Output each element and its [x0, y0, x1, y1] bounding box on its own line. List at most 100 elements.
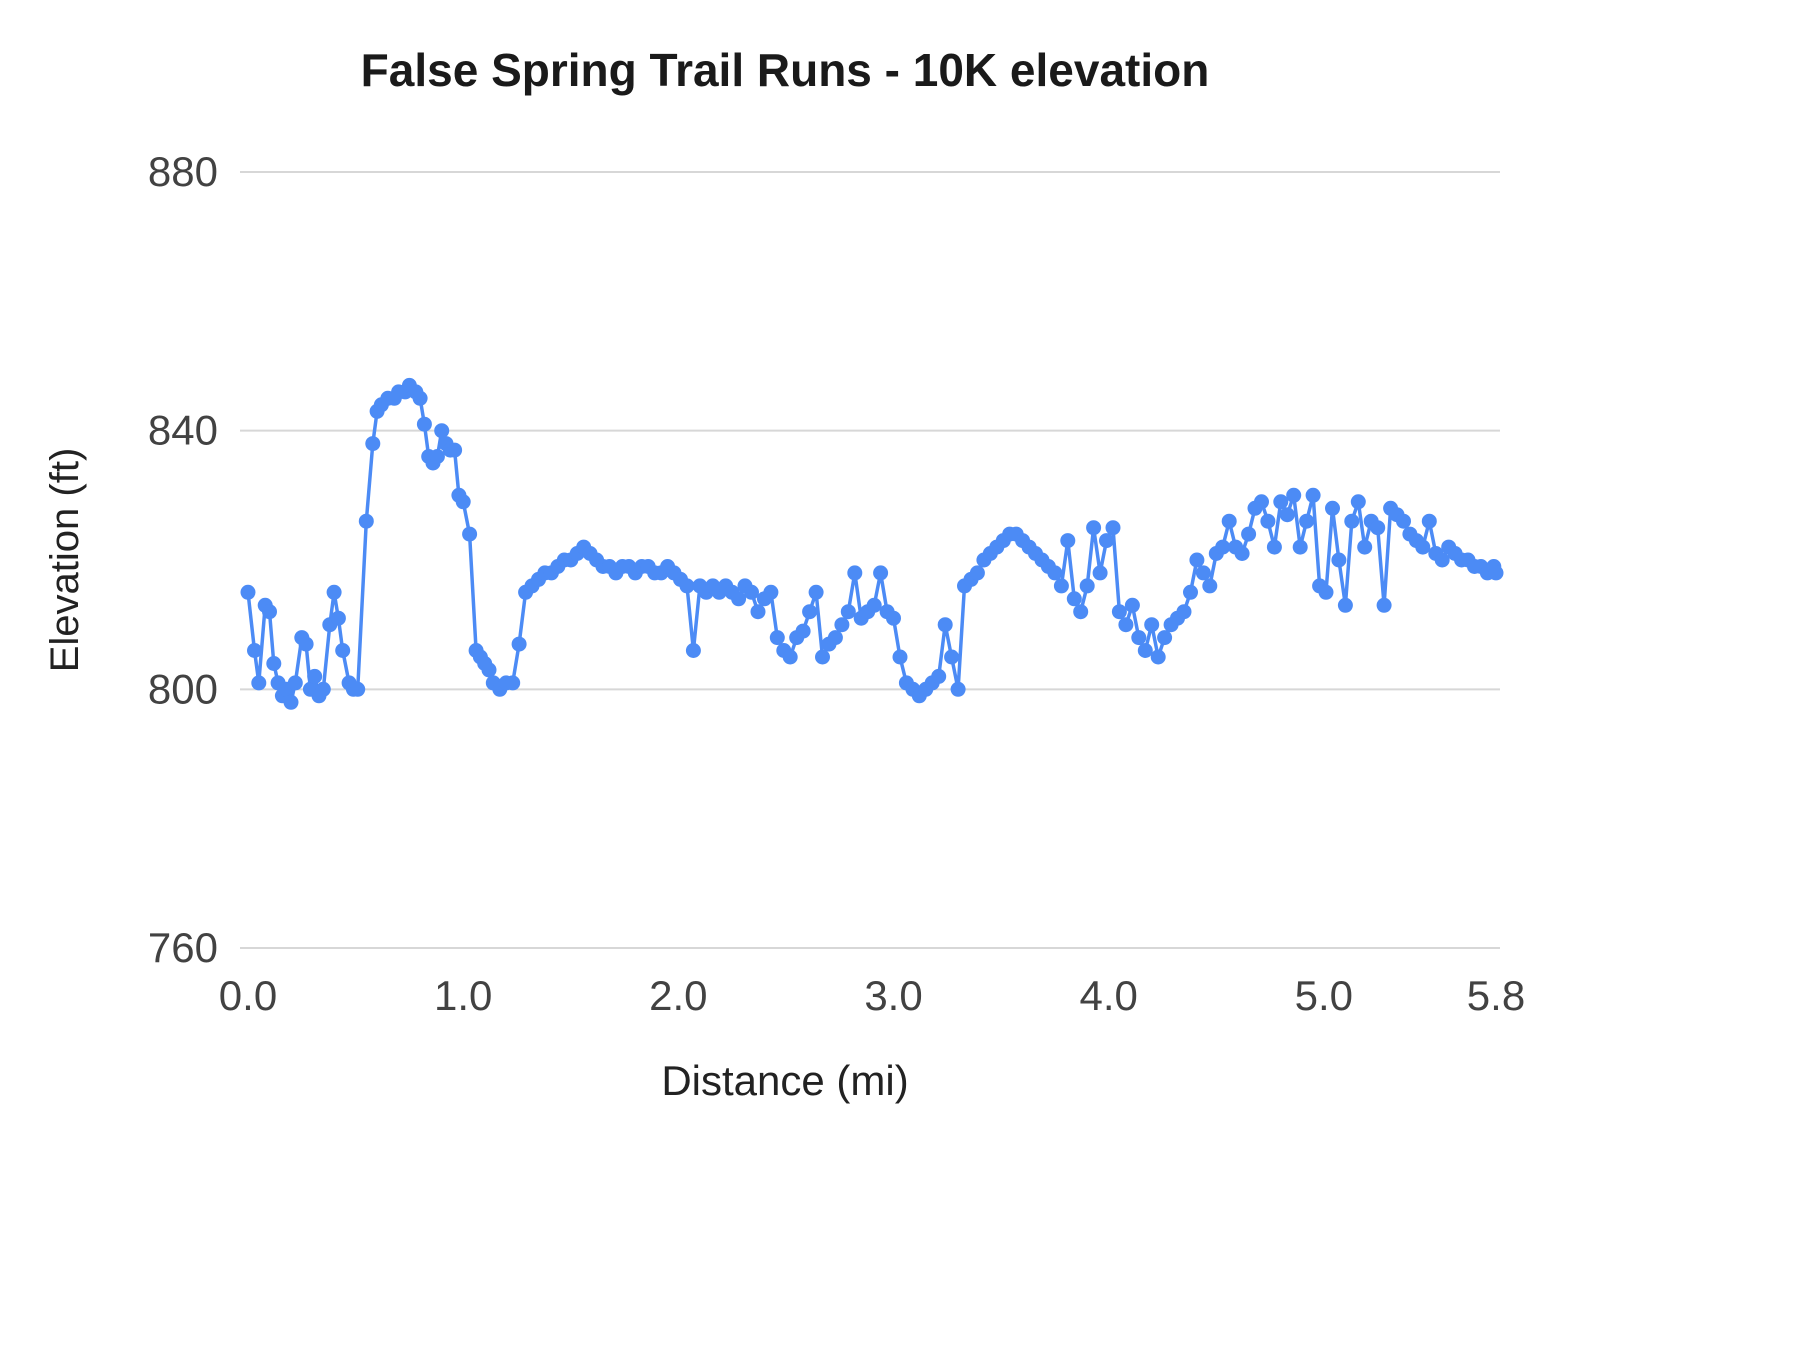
data-point-marker[interactable]	[1092, 565, 1108, 581]
data-point-marker[interactable]	[679, 578, 695, 594]
data-point-marker[interactable]	[1124, 597, 1140, 613]
data-point-marker[interactable]	[298, 636, 314, 652]
data-point-marker[interactable]	[1176, 604, 1192, 620]
data-point-marker[interactable]	[1099, 533, 1114, 549]
data-point-marker[interactable]	[307, 668, 323, 684]
data-point-marker[interactable]	[1279, 507, 1295, 523]
data-point-marker[interactable]	[840, 604, 856, 620]
data-point-marker[interactable]	[416, 416, 432, 432]
data-point-marker[interactable]	[315, 681, 331, 697]
data-point-marker[interactable]	[1415, 539, 1431, 555]
data-point-marker[interactable]	[1325, 500, 1340, 516]
data-point-marker[interactable]	[1488, 565, 1504, 581]
data-point-marker[interactable]	[1195, 565, 1211, 581]
data-point-marker[interactable]	[1137, 643, 1153, 658]
data-point-marker[interactable]	[1189, 552, 1205, 568]
data-point-marker[interactable]	[886, 610, 901, 626]
data-point-marker[interactable]	[505, 675, 521, 691]
data-point-marker[interactable]	[1318, 584, 1334, 600]
data-point-marker[interactable]	[1337, 597, 1353, 613]
data-point-marker[interactable]	[1131, 630, 1147, 646]
data-point-marker[interactable]	[1357, 539, 1373, 555]
data-point-marker[interactable]	[1299, 513, 1315, 529]
data-point-marker[interactable]	[1221, 513, 1237, 529]
data-point-marker[interactable]	[1150, 649, 1166, 665]
data-point-marker[interactable]	[365, 436, 381, 452]
data-point-marker[interactable]	[731, 591, 747, 607]
data-point-marker[interactable]	[1157, 630, 1173, 646]
data-point-marker[interactable]	[937, 617, 953, 633]
data-point-marker[interactable]	[481, 662, 497, 678]
data-point-marker[interactable]	[1086, 520, 1102, 536]
data-point-marker[interactable]	[782, 649, 798, 665]
data-point-marker[interactable]	[1434, 552, 1450, 568]
data-point-marker[interactable]	[1370, 520, 1386, 536]
data-point-marker[interactable]	[847, 565, 863, 581]
data-point-marker[interactable]	[744, 584, 759, 600]
data-point-marker[interactable]	[1079, 578, 1095, 594]
data-point-marker[interactable]	[1234, 546, 1250, 561]
data-point-marker[interactable]	[1144, 617, 1160, 633]
data-point-marker[interactable]	[1331, 552, 1347, 568]
data-point-marker[interactable]	[1047, 565, 1063, 581]
data-point-marker[interactable]	[834, 617, 850, 633]
data-point-marker[interactable]	[462, 526, 478, 542]
data-point-marker[interactable]	[808, 584, 824, 600]
data-point-marker[interactable]	[1254, 494, 1269, 510]
data-point-marker[interactable]	[1053, 578, 1069, 594]
data-point-marker[interactable]	[1305, 487, 1321, 503]
data-point-marker[interactable]	[262, 604, 277, 620]
data-point-marker[interactable]	[1183, 584, 1198, 600]
data-point-marker[interactable]	[326, 584, 342, 600]
data-point-marker[interactable]	[873, 565, 889, 581]
data-point-marker[interactable]	[1066, 591, 1082, 607]
data-point-marker[interactable]	[429, 449, 445, 464]
data-point-marker[interactable]	[511, 636, 527, 652]
data-point-marker[interactable]	[1396, 513, 1411, 529]
data-point-marker[interactable]	[1241, 526, 1257, 542]
data-point-marker[interactable]	[1273, 494, 1289, 510]
data-point-marker[interactable]	[750, 604, 766, 620]
data-point-marker[interactable]	[944, 649, 960, 665]
data-point-marker[interactable]	[763, 584, 779, 600]
data-point-marker[interactable]	[1073, 604, 1089, 620]
data-point-marker[interactable]	[1292, 539, 1308, 555]
data-point-marker[interactable]	[283, 694, 299, 710]
data-point-marker[interactable]	[358, 513, 374, 529]
data-point-marker[interactable]	[455, 494, 471, 510]
data-point-marker[interactable]	[1266, 539, 1282, 555]
data-point-marker[interactable]	[240, 584, 256, 600]
data-point-marker[interactable]	[802, 604, 818, 620]
data-point-marker[interactable]	[1421, 513, 1437, 529]
data-point-marker[interactable]	[287, 675, 303, 691]
data-point-marker[interactable]	[1376, 597, 1392, 613]
data-point-marker[interactable]	[892, 649, 908, 665]
data-point-marker[interactable]	[815, 649, 830, 665]
data-point-marker[interactable]	[827, 630, 843, 646]
data-point-marker[interactable]	[1344, 513, 1360, 529]
data-point-marker[interactable]	[1111, 604, 1127, 620]
data-point-marker[interactable]	[931, 668, 947, 684]
data-point-marker[interactable]	[350, 681, 366, 697]
data-point-marker[interactable]	[266, 656, 282, 671]
data-point-marker[interactable]	[335, 643, 351, 658]
data-point-marker[interactable]	[247, 643, 262, 658]
data-point-marker[interactable]	[251, 675, 267, 691]
data-point-marker[interactable]	[1060, 533, 1076, 549]
data-point-marker[interactable]	[1286, 487, 1302, 503]
data-point-marker[interactable]	[795, 623, 811, 639]
data-point-marker[interactable]	[412, 390, 428, 406]
data-point-marker[interactable]	[1215, 539, 1231, 555]
data-point-marker[interactable]	[1350, 494, 1366, 510]
data-point-marker[interactable]	[866, 597, 882, 613]
data-point-marker[interactable]	[1260, 513, 1276, 529]
data-point-marker[interactable]	[447, 442, 463, 458]
data-point-marker[interactable]	[950, 681, 966, 697]
data-point-marker[interactable]	[1118, 617, 1134, 633]
data-point-marker[interactable]	[330, 610, 346, 626]
data-point-marker[interactable]	[969, 565, 985, 581]
data-point-marker[interactable]	[434, 423, 450, 439]
data-point-marker[interactable]	[1202, 578, 1218, 594]
data-point-marker[interactable]	[685, 643, 701, 658]
data-point-marker[interactable]	[769, 630, 785, 646]
